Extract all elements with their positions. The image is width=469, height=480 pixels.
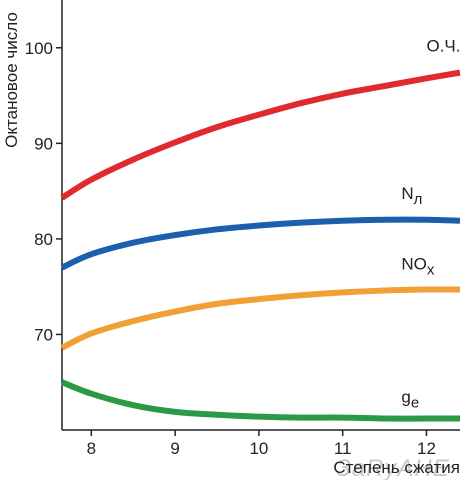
series-label-1: Nл [401,184,422,208]
series-label-3: ge [401,387,419,411]
series-line-2 [60,286,461,351]
series-label-2: NOx [401,254,435,278]
series-lines [60,69,461,422]
series-label-main: О.Ч. [426,37,460,56]
series-labels: О.Ч. Nл NOx ge [401,37,460,412]
x-ticks: 8 9 10 11 12 [87,430,436,458]
y-tick-label: 70 [34,325,53,344]
x-axis-title: Степень сжатия [333,458,460,477]
watermark-logo: ЗaRyAHE [336,455,450,480]
y-axis-title: Октановое число [2,12,21,148]
y-tick-label: 80 [34,230,53,249]
series-label-0: О.Ч. [426,37,460,56]
y-tick-label: 100 [25,39,53,58]
series-line-3 [60,379,460,422]
x-tick-label: 12 [417,439,436,458]
series-label-sub: л [414,191,423,208]
x-tick-label: 9 [170,439,179,458]
series-label-main: N [401,184,413,203]
series-label-main: NO [401,254,427,273]
y-tick-label: 90 [34,134,53,153]
chart-axes [61,0,460,431]
series-line-1 [60,216,461,271]
y-ticks: 70 80 90 100 [25,39,62,344]
series-label-main: g [401,387,410,406]
x-tick-label: 8 [87,439,96,458]
series-label-sub: x [427,261,435,278]
series-line-0 [60,69,461,201]
series-label-sub: e [411,394,419,411]
x-tick-label: 11 [334,439,352,458]
x-tick-label: 10 [249,439,268,458]
